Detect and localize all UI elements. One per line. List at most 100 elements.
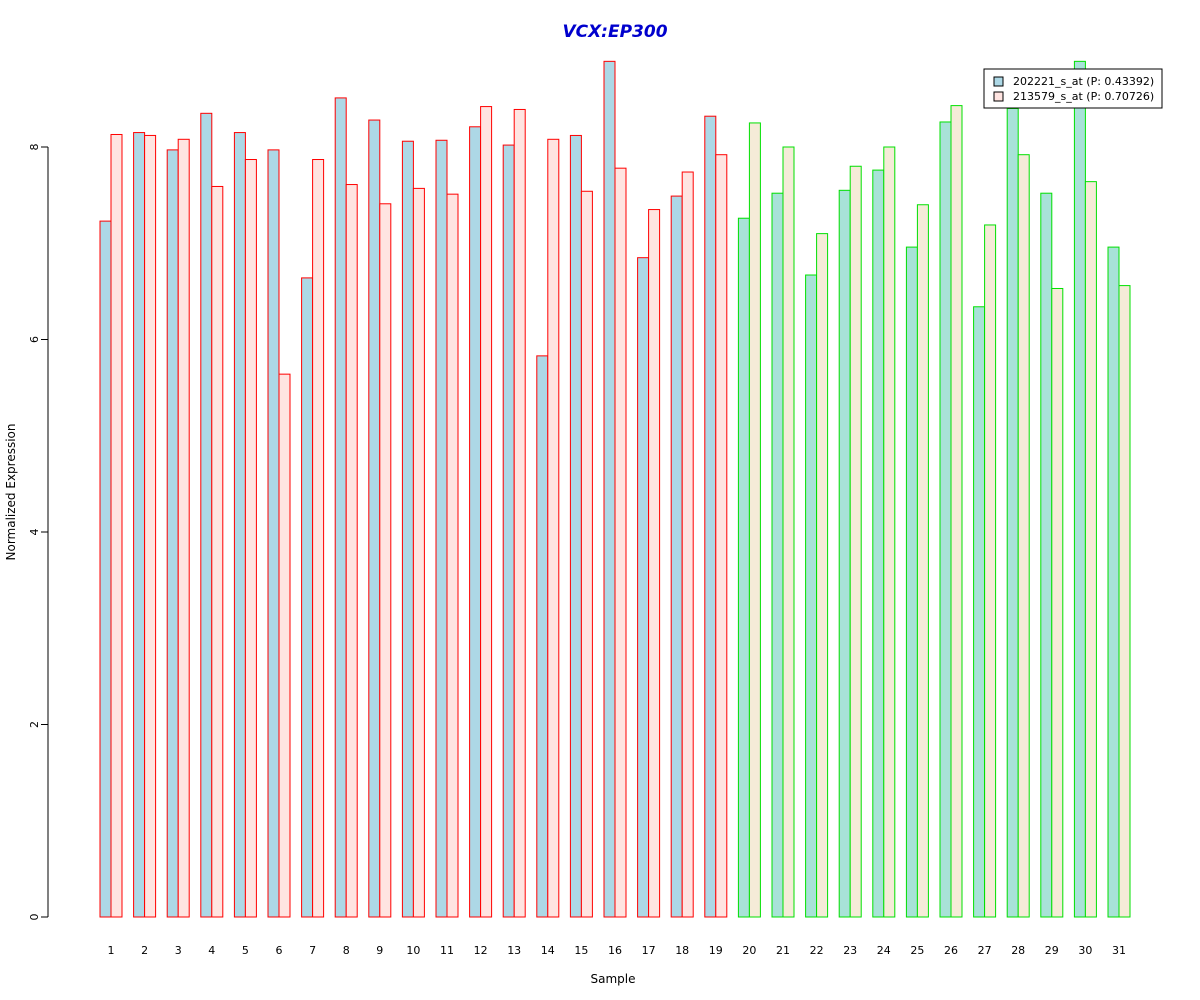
bar-sample-19-series-2 <box>715 154 728 918</box>
x-tick-label: 20 <box>742 944 756 957</box>
bar-sample-6-series-2 <box>278 373 291 918</box>
bar-sample-13-series-1 <box>502 144 515 918</box>
x-tick-label: 8 <box>343 944 350 957</box>
bar-sample-4-series-2 <box>211 185 224 918</box>
bar-sample-2-series-2 <box>144 134 157 918</box>
bar-sample-24-series-2 <box>883 146 896 918</box>
bar-sample-9-series-1 <box>368 119 381 918</box>
bar-sample-1-series-2 <box>110 133 123 918</box>
bar-sample-23-series-1 <box>838 189 851 918</box>
x-axis-label: Sample <box>591 972 636 986</box>
bar-sample-30-series-2 <box>1084 181 1097 918</box>
x-tick-label: 27 <box>978 944 992 957</box>
bar-sample-10-series-1 <box>401 140 414 918</box>
x-tick-label: 17 <box>642 944 656 957</box>
y-tick-label: 8 <box>28 144 41 151</box>
bar-sample-19-series-1 <box>704 115 717 918</box>
bar-sample-16-series-2 <box>614 167 627 918</box>
bar-sample-25-series-2 <box>916 204 929 918</box>
bar-sample-27-series-2 <box>984 224 997 918</box>
bar-sample-26-series-1 <box>939 121 952 918</box>
bar-sample-8-series-1 <box>334 97 347 918</box>
bar-sample-11-series-2 <box>446 193 459 918</box>
x-tick-label: 9 <box>376 944 383 957</box>
bar-sample-16-series-1 <box>603 60 616 918</box>
bar-sample-27-series-1 <box>973 306 986 918</box>
bar-sample-20-series-1 <box>737 217 750 918</box>
x-tick-label: 4 <box>208 944 215 957</box>
bar-sample-30-series-1 <box>1073 60 1086 918</box>
bar-sample-14-series-1 <box>536 355 549 918</box>
x-tick-label: 13 <box>507 944 521 957</box>
bar-sample-6-series-1 <box>267 149 280 918</box>
y-tick-label: 4 <box>28 529 41 536</box>
bar-sample-18-series-1 <box>670 195 683 918</box>
bar-sample-26-series-2 <box>950 105 963 918</box>
bar-sample-15-series-1 <box>569 134 582 918</box>
bar-sample-22-series-2 <box>816 233 829 918</box>
bar-sample-20-series-2 <box>748 122 761 918</box>
bar-sample-7-series-1 <box>301 277 314 918</box>
bar-sample-1-series-1 <box>99 220 112 918</box>
x-tick-label: 28 <box>1011 944 1025 957</box>
x-tick-label: 21 <box>776 944 790 957</box>
x-tick-label: 22 <box>810 944 824 957</box>
bar-sample-5-series-1 <box>233 132 246 918</box>
bar-sample-14-series-2 <box>547 138 560 918</box>
bar-sample-3-series-1 <box>166 149 179 918</box>
bar-sample-17-series-1 <box>637 257 650 918</box>
bar-sample-13-series-2 <box>513 108 526 918</box>
bar-sample-2-series-1 <box>133 132 146 918</box>
bar-sample-25-series-1 <box>905 246 918 918</box>
bar-sample-23-series-2 <box>849 165 862 918</box>
x-tick-label: 7 <box>309 944 316 957</box>
x-tick-label: 6 <box>276 944 283 957</box>
bar-sample-29-series-1 <box>1040 192 1053 918</box>
bar-sample-28-series-1 <box>1006 108 1019 918</box>
x-tick-label: 24 <box>877 944 891 957</box>
y-tick-label: 0 <box>28 914 41 921</box>
bar-sample-9-series-2 <box>379 203 392 918</box>
y-tick-label: 6 <box>28 336 41 343</box>
legend-swatch-series-2 <box>993 91 1004 102</box>
x-tick-label: 31 <box>1112 944 1126 957</box>
bar-sample-12-series-1 <box>469 126 482 918</box>
x-tick-label: 30 <box>1078 944 1092 957</box>
x-tick-label: 5 <box>242 944 249 957</box>
x-tick-label: 10 <box>406 944 420 957</box>
bar-sample-17-series-2 <box>648 209 661 918</box>
x-tick-label: 25 <box>910 944 924 957</box>
bar-sample-5-series-2 <box>244 159 257 918</box>
y-tick-label: 2 <box>28 721 41 728</box>
legend-label-series-2: 213579_s_at (P: 0.70726) <box>1013 90 1154 103</box>
x-tick-label: 1 <box>108 944 115 957</box>
bar-sample-11-series-1 <box>435 139 448 918</box>
bar-sample-21-series-2 <box>782 146 795 918</box>
x-tick-label: 15 <box>574 944 588 957</box>
bar-sample-31-series-2 <box>1118 285 1131 918</box>
x-tick-label: 12 <box>474 944 488 957</box>
x-tick-label: 11 <box>440 944 454 957</box>
x-tick-label: 19 <box>709 944 723 957</box>
x-tick-label: 16 <box>608 944 622 957</box>
bar-sample-18-series-2 <box>681 171 694 918</box>
bar-sample-8-series-2 <box>345 184 358 918</box>
x-tick-label: 26 <box>944 944 958 957</box>
x-tick-label: 18 <box>675 944 689 957</box>
x-tick-label: 3 <box>175 944 182 957</box>
legend-label-series-1: 202221_s_at (P: 0.43392) <box>1013 75 1154 88</box>
y-axis-label: Normalized Expression <box>4 423 18 560</box>
bar-sample-28-series-2 <box>1017 154 1030 918</box>
bar-sample-10-series-2 <box>412 187 425 918</box>
bar-sample-24-series-1 <box>872 169 885 918</box>
bar-sample-31-series-1 <box>1107 246 1120 918</box>
bar-sample-7-series-2 <box>312 159 325 918</box>
x-tick-labels: 1 2 3 4 5 6 7 8 9 10 11 12 13 14 15 16 17 18 19 20 21 22 23 24 2… <box>108 944 1127 957</box>
y-axis: 0 2 4 6 8 <box>28 144 49 921</box>
legend-box <box>983 68 1163 109</box>
bar-sample-12-series-2 <box>480 106 493 918</box>
bar-sample-21-series-1 <box>771 192 784 918</box>
bars <box>99 60 1131 918</box>
chart-title: VCX:EP300 <box>562 22 667 42</box>
